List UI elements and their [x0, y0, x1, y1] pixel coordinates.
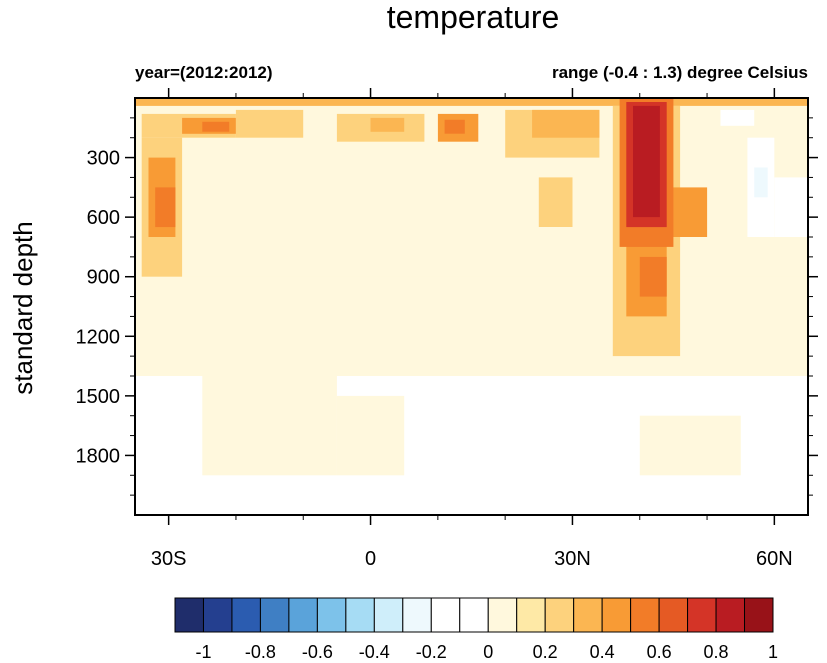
colorbar-swatch — [174, 597, 204, 633]
colorbar-swatch — [487, 597, 518, 633]
y-tick-label: 1500 — [76, 386, 121, 408]
colorbar-swatch — [259, 597, 290, 633]
colorbar-swatch — [202, 597, 233, 633]
colorbar-swatch — [316, 597, 347, 633]
x-tick-label: 60N — [756, 548, 793, 570]
colorbar-swatch — [345, 597, 375, 633]
y-axis-label: standard depth — [8, 221, 38, 394]
x-tick-label: 30N — [554, 548, 591, 570]
heatmap-cell — [202, 376, 337, 476]
colorbar-swatch — [544, 597, 575, 633]
colorbar-label: -0.2 — [416, 642, 447, 662]
colorbar-label: 1 — [768, 642, 778, 662]
colorbar-swatch — [430, 597, 461, 633]
colorbar-swatch — [715, 597, 746, 633]
heatmap-cell — [754, 167, 768, 198]
heatmap-cell — [639, 415, 741, 476]
heatmap-cell — [639, 256, 667, 297]
colorbar-label: 0.4 — [590, 642, 615, 662]
colorbar-label: -0.6 — [302, 642, 333, 662]
colorbar-swatch — [373, 597, 404, 633]
colorbar-swatch — [687, 597, 717, 633]
colorbar-swatch — [516, 597, 546, 633]
heatmap-cells — [135, 98, 808, 476]
heatmap-cell — [370, 117, 405, 132]
chart-subtitle-right: range (-0.4 : 1.3) degree Celsius — [552, 63, 808, 82]
heatmap-cell — [155, 187, 176, 228]
heatmap-cell — [202, 121, 230, 132]
colorbar-swatch — [573, 597, 603, 633]
heatmap-cell — [633, 105, 660, 218]
heatmap-cell — [336, 395, 405, 476]
heatmap-cell — [666, 187, 708, 237]
chart-title: temperature — [387, 0, 560, 35]
colorbar-swatch — [402, 597, 432, 633]
plot-frame — [134, 97, 809, 516]
colorbar-swatch — [288, 597, 318, 633]
colorbar-label: 0.2 — [533, 642, 558, 662]
colorbar-label: -0.4 — [359, 642, 390, 662]
y-tick-label: 300 — [87, 148, 120, 170]
colorbar-label: 0.6 — [647, 642, 672, 662]
colorbar-label: 0.8 — [703, 642, 728, 662]
colorbar-swatch — [231, 597, 261, 633]
heatmap-cell — [532, 109, 600, 138]
heatmap-cell — [135, 98, 808, 106]
heatmap-cell — [720, 109, 755, 126]
x-tick-label: 30S — [151, 548, 187, 570]
colorbar-swatch — [601, 597, 632, 633]
axis-ticks: 300 600 900 1200 1500 1800 30S 0 30N 60N — [76, 88, 818, 570]
colorbar: -1 -0.8 -0.6 -0.4 -0.2 0 0.2 0.4 0.6 0.8 1 — [174, 597, 778, 662]
colorbar-label: -1 — [195, 642, 211, 662]
colorbar-label: 0 — [483, 642, 493, 662]
colorbar-label: -0.8 — [245, 642, 276, 662]
x-tick-label: 0 — [365, 548, 376, 570]
colorbar-swatch — [459, 597, 489, 633]
heatmap-cell — [235, 109, 304, 138]
colorbar-swatch — [630, 597, 660, 633]
y-tick-label: 1800 — [76, 445, 121, 467]
heatmap-cell — [774, 177, 808, 237]
colorbar-swatch — [658, 597, 689, 633]
heatmap-cell — [538, 177, 573, 227]
y-tick-label: 1200 — [76, 326, 121, 348]
heatmap-cell — [444, 119, 465, 134]
colorbar-swatch — [744, 597, 774, 633]
y-tick-label: 900 — [87, 267, 120, 289]
chart-subtitle-left: year=(2012:2012) — [135, 63, 273, 82]
y-tick-label: 600 — [87, 207, 120, 229]
